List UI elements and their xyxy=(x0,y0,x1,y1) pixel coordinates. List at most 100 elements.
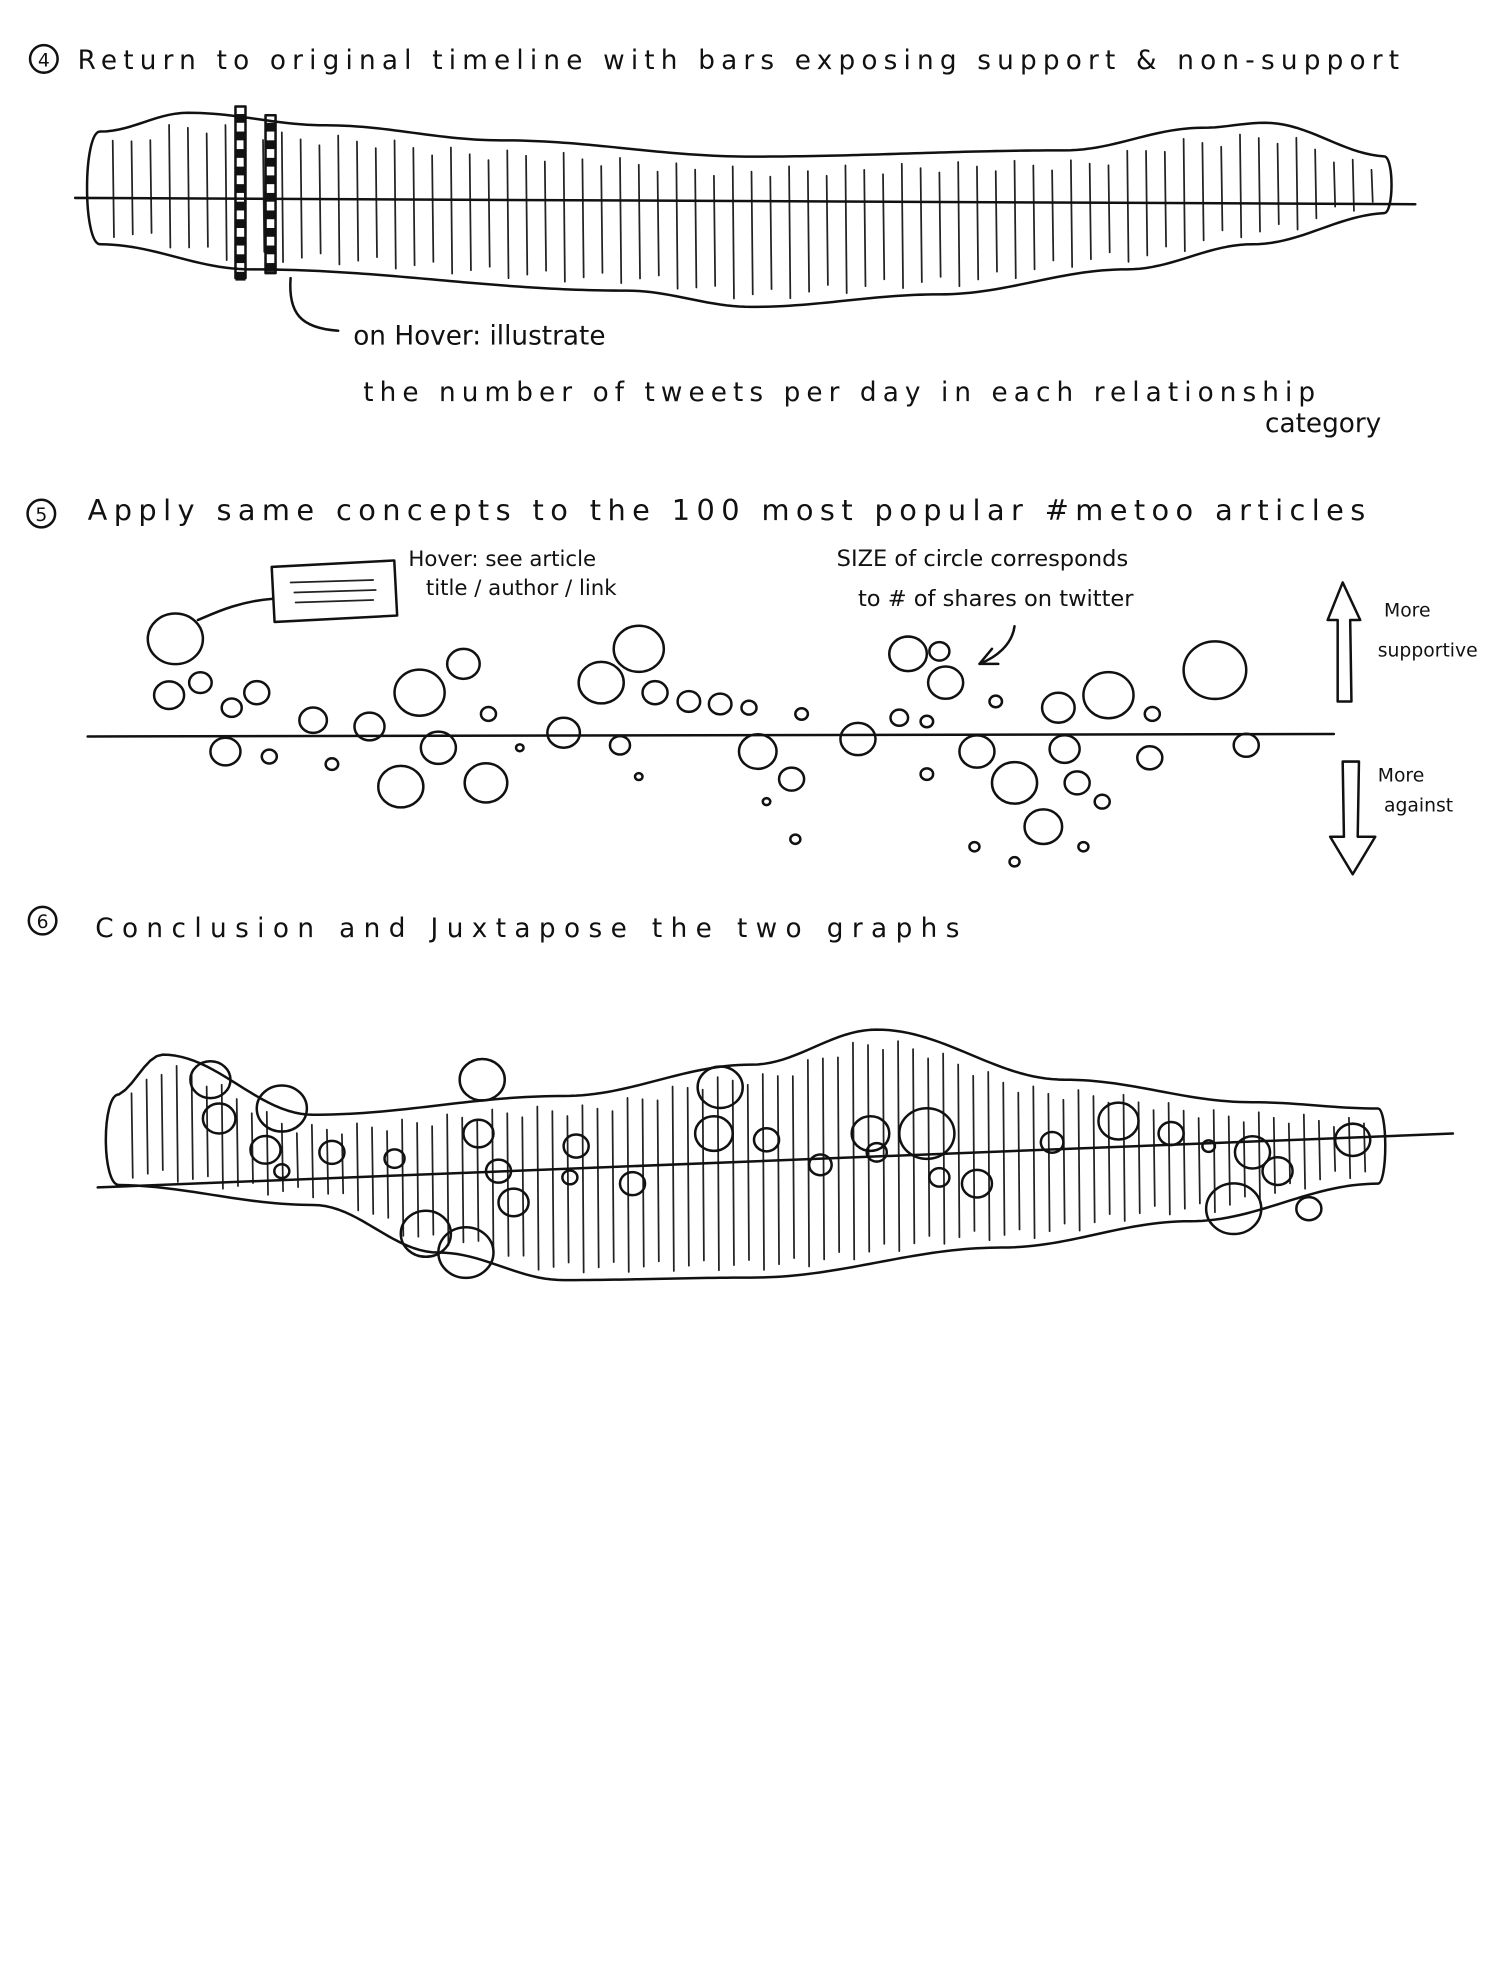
bar-stroke xyxy=(701,1088,705,1262)
bubble xyxy=(898,1106,956,1161)
bar-stroke xyxy=(776,1075,780,1266)
bubble xyxy=(1233,1134,1272,1170)
step-circle xyxy=(26,498,57,529)
bar-stroke xyxy=(694,168,698,289)
bar-stroke xyxy=(1363,1122,1367,1173)
bar-stroke xyxy=(897,1040,901,1252)
bar-stroke xyxy=(111,139,115,239)
bar-stroke xyxy=(235,1098,239,1187)
bar-fill xyxy=(235,254,246,264)
bar-stroke xyxy=(205,1085,209,1178)
bar-stroke xyxy=(656,1099,660,1263)
bar-stroke xyxy=(1077,1089,1081,1232)
pointer-arrow xyxy=(978,625,1016,666)
bar-stroke xyxy=(1239,133,1243,239)
down-arrow xyxy=(1328,760,1377,876)
bar-stroke xyxy=(1227,1115,1231,1206)
bubble xyxy=(561,1169,579,1186)
bubble xyxy=(1063,770,1091,796)
step-circle xyxy=(28,43,59,74)
bar-stroke xyxy=(262,139,266,253)
bubble xyxy=(1048,733,1081,765)
bubble xyxy=(926,665,965,701)
bubble xyxy=(1295,1195,1323,1222)
bubble xyxy=(968,840,981,853)
bubble xyxy=(707,692,733,716)
bar-stroke xyxy=(837,1056,841,1253)
bar-stroke xyxy=(1351,158,1355,212)
bar-stroke xyxy=(994,170,998,273)
box-lines xyxy=(289,579,377,604)
bubble xyxy=(740,699,758,716)
bar-stroke xyxy=(611,1110,615,1264)
combined-sketch xyxy=(96,1028,1455,1282)
bar-stroke xyxy=(825,174,829,286)
bar-stroke xyxy=(1088,162,1092,261)
bubble xyxy=(1136,745,1164,771)
bar-stroke xyxy=(656,170,660,277)
bubble xyxy=(377,764,425,809)
bar-stroke xyxy=(641,1098,645,1268)
bar-stroke xyxy=(957,1063,961,1239)
bar-stroke xyxy=(356,140,360,262)
bubble xyxy=(1261,1156,1294,1187)
bar-stroke xyxy=(987,1071,991,1242)
bar-stroke xyxy=(1302,1113,1306,1190)
bubble xyxy=(990,760,1039,805)
bubble xyxy=(324,757,340,772)
bubble xyxy=(1204,1182,1263,1236)
bar-stroke xyxy=(1017,1091,1021,1231)
bar-fill xyxy=(265,263,276,272)
bubble xyxy=(928,640,951,662)
annotation: category xyxy=(1265,409,1381,439)
bar-stroke xyxy=(205,132,209,248)
bubble xyxy=(546,716,582,749)
bar-stroke xyxy=(1167,1101,1171,1216)
outline xyxy=(85,111,1393,309)
bubble xyxy=(888,635,929,673)
bar-stroke xyxy=(175,1065,179,1183)
bar-fill xyxy=(235,166,246,176)
bubble xyxy=(353,711,386,742)
bar-stroke xyxy=(746,1083,750,1261)
axis-label: against xyxy=(1384,796,1453,817)
bar-stroke xyxy=(761,1073,765,1271)
bar-stroke xyxy=(976,165,980,281)
bar-stroke xyxy=(130,140,134,236)
bubble xyxy=(462,1118,495,1149)
bar-stroke xyxy=(412,146,416,267)
bubble xyxy=(928,1166,951,1188)
bar-stroke xyxy=(224,124,228,262)
bar-stroke xyxy=(581,158,585,279)
bar-stroke xyxy=(806,170,810,293)
bar-fill xyxy=(235,131,246,141)
bubble xyxy=(1077,840,1090,853)
bar-stroke xyxy=(476,1120,480,1242)
bar-stroke xyxy=(637,163,641,280)
bar-stroke xyxy=(844,164,848,295)
bubble xyxy=(463,762,509,804)
bar-fill xyxy=(235,114,246,123)
bar-stroke xyxy=(731,1079,735,1267)
bar-stroke xyxy=(791,1075,795,1259)
bubble xyxy=(676,689,702,714)
bubble xyxy=(919,714,935,729)
bar-stroke xyxy=(852,1041,856,1261)
section-title: Conclusion and Juxtapose the two graphs xyxy=(95,914,959,944)
bubble xyxy=(737,733,778,771)
bubble xyxy=(618,1170,647,1197)
step-number: 6 xyxy=(37,912,49,933)
axis xyxy=(73,196,1417,206)
bubble xyxy=(1182,640,1248,701)
bar-stroke xyxy=(1182,137,1186,253)
bar-stroke xyxy=(1370,168,1374,203)
bar-fill xyxy=(265,245,276,255)
bar-stroke xyxy=(1032,1085,1036,1240)
bar-stroke xyxy=(1314,148,1318,220)
bar-stroke xyxy=(1333,1125,1337,1172)
bubble xyxy=(608,734,632,756)
bar-stroke xyxy=(487,159,491,268)
bar-stroke xyxy=(938,171,942,278)
